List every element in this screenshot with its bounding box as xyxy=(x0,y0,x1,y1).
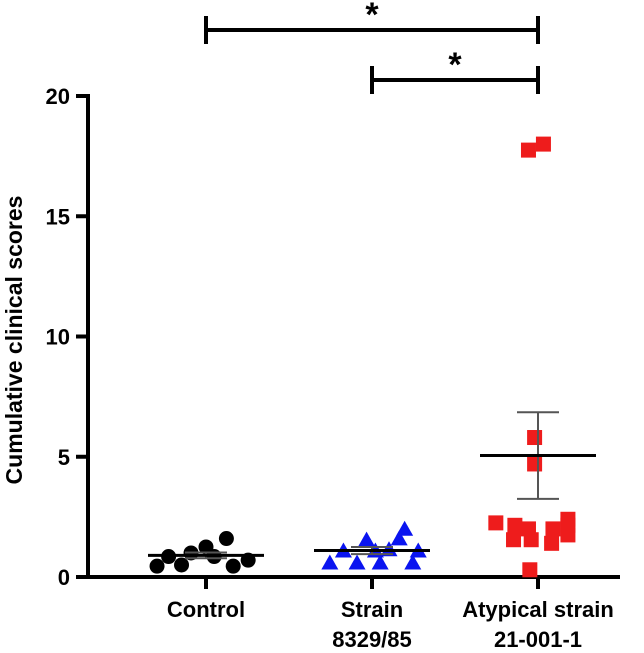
data-point-square xyxy=(527,456,543,472)
data-point-square xyxy=(522,562,538,578)
data-point-square xyxy=(544,535,560,551)
data-point-triangle xyxy=(404,554,422,570)
y-tick-label: 0 xyxy=(58,565,70,590)
mean-sem-bars xyxy=(148,411,596,560)
y-tick-label: 15 xyxy=(46,204,70,229)
data-point-triangle xyxy=(348,554,366,570)
significance-brackets: ** xyxy=(204,0,540,94)
data-point-square xyxy=(507,517,523,533)
significance-star: * xyxy=(448,46,462,84)
y-axis: 0 5 10 15 20 xyxy=(46,84,90,590)
data-point-square xyxy=(560,511,576,527)
data-point-square xyxy=(545,521,561,537)
data-point-triangle xyxy=(396,520,414,536)
data-point-square xyxy=(520,142,536,158)
data-point-circle xyxy=(218,531,234,547)
significance-star: * xyxy=(365,0,379,34)
data-point-square xyxy=(527,430,543,446)
data-point-square xyxy=(560,527,576,543)
data-point-circle xyxy=(174,557,190,573)
data-point-triangle xyxy=(380,541,398,557)
data-point-square xyxy=(506,532,522,548)
data-point-triangle xyxy=(321,554,339,570)
y-tick-label: 5 xyxy=(58,445,70,470)
x-category-label: 21-001-1 xyxy=(494,627,582,652)
data-point-triangle xyxy=(371,554,389,570)
data-point-triangle xyxy=(358,531,376,547)
y-axis-title: Cumulative clinical scores xyxy=(1,196,27,485)
y-tick-label: 20 xyxy=(46,84,70,109)
data-point-square xyxy=(535,136,551,152)
data-point-square xyxy=(520,521,536,537)
x-category-label: Strain xyxy=(341,597,403,622)
data-point-circle xyxy=(149,558,165,574)
data-point-triangle xyxy=(390,530,408,546)
x-category-label: Atypical strain xyxy=(462,597,614,622)
y-tick-label: 10 xyxy=(46,325,70,350)
x-category-label: Control xyxy=(167,597,245,622)
x-category-label: 8329/85 xyxy=(332,627,412,652)
x-axis: Control Strain 8329/85 Atypical strain 21-00… xyxy=(86,575,620,652)
data-point-square xyxy=(488,515,504,531)
data-point-circle xyxy=(225,558,241,574)
data-points xyxy=(149,136,576,578)
